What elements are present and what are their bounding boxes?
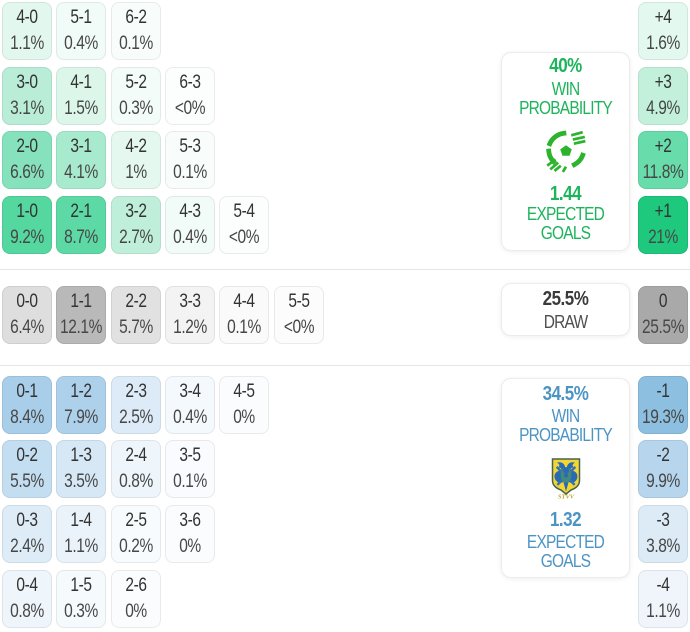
svg-text:STVV: STVV — [557, 493, 574, 499]
